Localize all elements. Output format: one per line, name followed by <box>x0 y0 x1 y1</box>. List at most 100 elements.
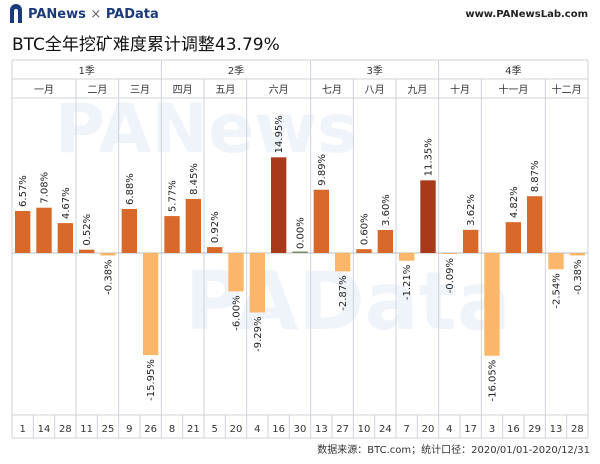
month-label: 六月 <box>269 84 289 96</box>
bar-17 <box>356 249 372 253</box>
bar-26 <box>548 253 564 270</box>
quarter-label: 4季 <box>505 65 521 77</box>
bar-value-label: 3.60% <box>381 194 392 226</box>
bar-value-label: -2.87% <box>338 275 349 310</box>
day-label: 4 <box>254 424 260 435</box>
bar-value-label: 0.00% <box>296 217 307 249</box>
day-label: 16 <box>272 424 285 435</box>
day-label: 29 <box>528 424 541 435</box>
month-label: 十二月 <box>552 83 582 96</box>
bar-value-label: 9.89% <box>317 154 328 186</box>
bar-16 <box>334 253 351 272</box>
bar-10 <box>206 247 223 253</box>
bar-13 <box>270 157 287 253</box>
day-label: 13 <box>315 424 328 435</box>
month-label: 十一月 <box>498 83 528 96</box>
bar-value-label: 8.87% <box>530 160 541 192</box>
brand-separator: × <box>90 7 102 22</box>
day-label: 24 <box>379 424 392 435</box>
bar-value-label: -0.38% <box>104 259 115 294</box>
day-label: 16 <box>507 424 520 435</box>
brand-padata: PAData <box>105 7 159 22</box>
bar-2 <box>36 207 52 253</box>
day-label: 1 <box>19 424 25 435</box>
month-label: 一月 <box>34 84 54 96</box>
day-label: 14 <box>38 424 51 435</box>
bar-12 <box>249 253 266 313</box>
bar-3 <box>57 223 74 253</box>
day-label: 5 <box>211 424 217 435</box>
quarter-label: 2季 <box>228 65 244 77</box>
bar-15 <box>313 189 330 253</box>
bar-25 <box>526 196 543 253</box>
bar-value-label: 0.52% <box>82 214 93 246</box>
day-label: 26 <box>144 424 157 435</box>
bar-value-label: -1.21% <box>402 265 413 300</box>
bar-value-label: 6.57% <box>18 175 29 207</box>
bar-7 <box>142 253 159 356</box>
chart-title: BTC全年挖矿难度累计调整43.79% <box>12 35 280 55</box>
day-label: 3 <box>489 424 495 435</box>
bar-value-label: -2.54% <box>552 273 563 308</box>
day-label: 9 <box>126 424 132 435</box>
bar-value-label: 11.35% <box>424 138 435 176</box>
bar-1 <box>14 210 31 253</box>
bar-value-label: 0.92% <box>210 211 221 243</box>
month-label: 五月 <box>215 84 235 96</box>
day-label: 28 <box>571 424 584 435</box>
bar-18 <box>377 229 394 253</box>
quarter-label: 3季 <box>366 65 382 77</box>
bar-value-label: -0.09% <box>445 258 456 293</box>
day-label: 25 <box>102 424 115 435</box>
quarter-label: 1季 <box>78 65 94 77</box>
bar-11 <box>228 253 244 292</box>
bar-20 <box>420 180 436 253</box>
bar-21 <box>441 253 458 254</box>
bar-value-label: 8.45% <box>189 163 200 195</box>
bar-value-label: 5.77% <box>168 180 179 212</box>
bar-value-label: 0.60% <box>360 213 371 245</box>
month-label: 四月 <box>173 84 193 96</box>
month-label: 三月 <box>130 84 150 96</box>
bar-value-label: -15.95% <box>146 359 157 401</box>
day-label: 10 <box>358 424 371 435</box>
bar-4 <box>78 249 95 253</box>
day-label: 27 <box>336 424 349 435</box>
bar-24 <box>505 222 522 253</box>
day-label: 7 <box>403 424 409 435</box>
day-label: 8 <box>169 424 175 435</box>
bar-value-label: 14.95% <box>274 115 285 153</box>
bar-5 <box>100 253 116 256</box>
bar-27 <box>569 253 586 256</box>
brand-title: PANews × PAData <box>28 7 159 22</box>
bar-9 <box>185 198 202 253</box>
day-label: 13 <box>550 424 563 435</box>
bar-22 <box>462 229 479 253</box>
day-label: 11 <box>80 424 93 435</box>
header-bar: PANews × PAData www.PANewsLab.com <box>0 0 600 30</box>
day-label: 21 <box>187 424 200 435</box>
brand-panews: PANews <box>28 7 86 22</box>
day-label: 20 <box>230 424 243 435</box>
month-label: 七月 <box>322 84 342 96</box>
bar-value-label: 4.67% <box>61 187 72 219</box>
day-label: 28 <box>59 424 72 435</box>
day-label: 17 <box>464 424 477 435</box>
month-label: 八月 <box>365 84 385 96</box>
month-label: 二月 <box>87 84 107 96</box>
month-label: 十月 <box>450 83 470 96</box>
month-label: 九月 <box>407 84 427 96</box>
panews-logo-icon <box>10 4 22 23</box>
bar-value-label: 3.62% <box>466 194 477 226</box>
site-url: www.PANewsLab.com <box>465 9 588 20</box>
bar-19 <box>398 253 415 261</box>
bar-value-label: -0.38% <box>573 259 584 294</box>
bar-23 <box>484 253 500 356</box>
bar-value-label: -16.05% <box>488 360 499 402</box>
bar-value-label: 7.08% <box>40 172 51 204</box>
bar-6 <box>121 208 138 253</box>
bar-8 <box>164 216 180 253</box>
bar-value-label: 4.82% <box>509 186 520 218</box>
bar-value-label: 6.88% <box>125 173 136 205</box>
